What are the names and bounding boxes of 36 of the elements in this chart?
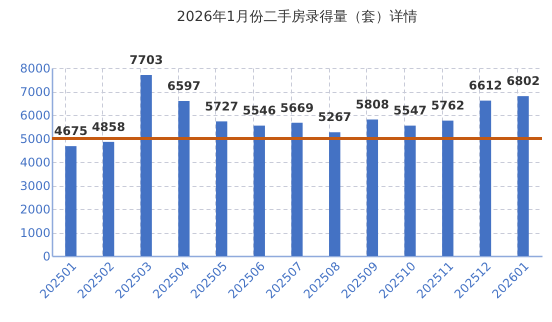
bar	[102, 142, 114, 256]
data-label: 6597	[167, 78, 201, 93]
chart-title: 2026年1月份二手房录得量（套）详情	[176, 8, 418, 25]
bar	[404, 126, 416, 256]
bar	[254, 126, 265, 256]
y-tick-label: 1000	[20, 226, 50, 240]
y-tick-label: 7000	[20, 85, 50, 99]
data-label: 5546	[242, 104, 276, 118]
bar	[329, 132, 340, 256]
data-label: 5669	[280, 100, 314, 115]
bar	[65, 146, 76, 256]
data-label: 5267	[318, 110, 352, 124]
y-tick-label: 5000	[20, 132, 50, 146]
y-tick-label: 8000	[20, 62, 50, 76]
data-label: 5762	[431, 98, 464, 113]
data-label: 7703	[130, 52, 163, 67]
y-tick-label: 4000	[20, 156, 50, 170]
bar	[442, 120, 454, 256]
data-label: 5727	[204, 99, 238, 114]
y-tick-label: 3000	[20, 179, 50, 193]
data-label: 6612	[468, 78, 502, 93]
y-tick-label: 0	[42, 250, 50, 264]
bar	[480, 100, 492, 256]
bar	[291, 122, 303, 256]
bar	[140, 74, 152, 256]
y-tick-label: 2000	[20, 202, 50, 216]
data-label: 4675	[54, 124, 88, 138]
data-label: 5547	[393, 104, 427, 118]
data-label: 4858	[92, 120, 126, 134]
bar	[366, 120, 378, 256]
data-label: 6802	[506, 74, 540, 88]
y-tick-label: 6000	[20, 108, 50, 122]
bar	[518, 96, 529, 256]
data-label: 5808	[356, 98, 390, 112]
bar	[178, 100, 190, 256]
bar	[216, 121, 228, 256]
